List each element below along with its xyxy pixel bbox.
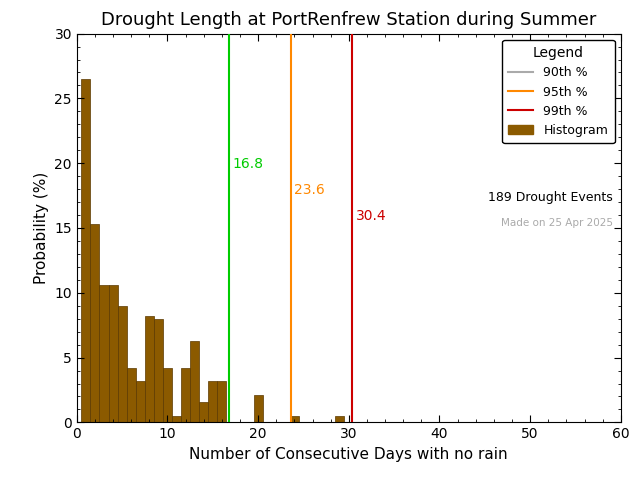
Bar [145, 316, 154, 422]
Bar [109, 285, 118, 422]
Text: 23.6: 23.6 [294, 182, 325, 197]
Bar [208, 381, 218, 422]
Bar [127, 368, 136, 422]
Bar [181, 368, 190, 422]
Bar [335, 416, 344, 422]
Bar [290, 416, 299, 422]
Bar [81, 79, 90, 422]
X-axis label: Number of Consecutive Days with no rain: Number of Consecutive Days with no rain [189, 447, 508, 462]
Text: Made on 25 Apr 2025: Made on 25 Apr 2025 [500, 218, 612, 228]
Bar [163, 368, 172, 422]
Text: 16.8: 16.8 [233, 156, 264, 171]
Bar [99, 285, 109, 422]
Text: 189 Drought Events: 189 Drought Events [488, 191, 612, 204]
Y-axis label: Probability (%): Probability (%) [34, 172, 49, 284]
Legend: 90th %, 95th %, 99th %, Histogram: 90th %, 95th %, 99th %, Histogram [502, 40, 614, 144]
Bar [253, 395, 262, 422]
Text: 30.4: 30.4 [356, 208, 387, 223]
Bar [136, 381, 145, 422]
Bar [90, 224, 99, 422]
Bar [172, 416, 181, 422]
Bar [199, 402, 208, 422]
Title: Drought Length at PortRenfrew Station during Summer: Drought Length at PortRenfrew Station du… [101, 11, 596, 29]
Bar [154, 319, 163, 422]
Bar [218, 381, 227, 422]
Bar [190, 341, 199, 422]
Bar [118, 306, 127, 422]
